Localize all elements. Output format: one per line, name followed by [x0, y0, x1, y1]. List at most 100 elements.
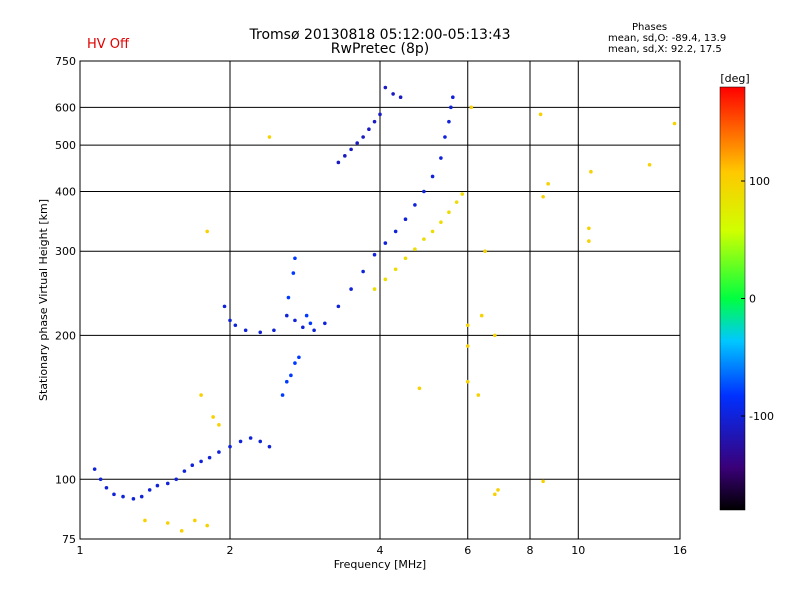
x-axis: 1 2 4 6 8 10 16	[77, 544, 688, 557]
echo-point	[454, 200, 459, 204]
echo-point	[479, 313, 484, 318]
echo-point	[383, 277, 388, 282]
series-x-mode-trace	[372, 192, 465, 291]
echo-point	[217, 423, 221, 427]
echo-point	[336, 160, 341, 165]
echo-point	[293, 318, 297, 323]
echo-point	[248, 436, 253, 440]
echo-point	[336, 304, 341, 309]
echo-point	[233, 323, 238, 328]
series-o-mode-upper-f-trace	[222, 95, 455, 335]
echo-point	[417, 386, 422, 391]
series-o-mode-spread	[280, 256, 313, 397]
echo-point	[383, 85, 388, 90]
echo-point	[131, 497, 136, 501]
echo-point	[199, 393, 203, 397]
echo-point	[398, 95, 403, 99]
echo-point	[155, 483, 160, 488]
echo-point	[284, 379, 289, 384]
y-tick-label: 100	[55, 473, 76, 486]
colorbar-ticks: 100 0 -100	[741, 175, 774, 423]
colorbar-tick-label: 100	[749, 175, 770, 188]
echo-point	[211, 415, 215, 419]
echo-point	[92, 467, 97, 471]
echo-point	[430, 229, 435, 234]
chart-title: Tromsø 20130818 05:12:00-05:13:43	[249, 27, 511, 43]
echo-point	[291, 271, 296, 275]
series-o-mode-low-f-trace	[92, 436, 272, 501]
echo-point	[179, 529, 184, 533]
echo-point	[272, 328, 276, 333]
echo-point	[112, 492, 116, 497]
colorbar-tick-label: 0	[749, 293, 756, 306]
echo-point	[190, 463, 195, 468]
echo-point	[372, 252, 377, 257]
echo-point	[496, 488, 500, 492]
echo-point	[541, 479, 545, 484]
echo-point	[349, 147, 353, 152]
y-tick-label: 500	[55, 139, 76, 152]
echo-point	[267, 135, 272, 139]
echo-point	[267, 444, 272, 449]
echo-point	[286, 295, 291, 300]
echo-point	[174, 477, 179, 482]
echo-point	[199, 459, 203, 464]
series-o-mode-high-echoes	[336, 85, 403, 165]
echo-point	[589, 169, 593, 174]
echo-point	[439, 220, 443, 225]
echo-point	[228, 318, 232, 323]
echo-point	[465, 344, 470, 348]
echo-point	[139, 494, 144, 499]
echo-point	[355, 141, 359, 145]
echo-point	[361, 135, 365, 139]
echo-point	[367, 127, 371, 131]
x-axis-label: Frequency [MHz]	[334, 558, 426, 571]
echo-point	[304, 313, 309, 318]
echo-point	[647, 162, 652, 167]
x-tick-label: 10	[571, 544, 585, 557]
echo-point	[182, 469, 187, 473]
echo-point	[422, 237, 426, 241]
echo-point	[297, 355, 301, 360]
echo-point	[284, 313, 289, 318]
echo-point	[361, 269, 365, 274]
echo-point	[228, 444, 232, 449]
hv-status-label: HV Off	[87, 37, 129, 52]
echo-point	[193, 518, 197, 523]
y-axis-label: Stationary phase Virtual Height [km]	[37, 199, 50, 401]
echo-point	[289, 373, 293, 378]
plot-grid	[80, 61, 680, 539]
echo-point	[372, 287, 377, 291]
echo-point	[393, 229, 398, 234]
echo-point	[222, 304, 227, 309]
echo-point	[104, 485, 109, 490]
echo-point	[451, 95, 455, 99]
echo-point	[447, 210, 451, 215]
echo-point	[147, 488, 152, 492]
echo-point	[493, 333, 497, 338]
echo-point	[258, 330, 263, 335]
echo-point	[280, 393, 285, 397]
phases-o-mode-stats: mean, sd,O: -89.4, 13.9	[608, 33, 727, 44]
echo-point	[460, 192, 465, 196]
echo-point	[413, 247, 417, 251]
phases-x-mode-stats: mean, sd,X: 92.2, 17.5	[608, 44, 722, 55]
echo-point	[205, 229, 209, 234]
echo-point	[207, 455, 212, 460]
y-axis: 75 100 200 300 400 500 600 750	[55, 55, 76, 546]
echo-point	[205, 523, 209, 528]
echo-point	[238, 439, 243, 444]
x-tick-label: 16	[673, 544, 687, 557]
echo-point	[293, 361, 297, 365]
echo-point	[378, 112, 382, 117]
echo-point	[383, 241, 388, 245]
x-tick-label: 6	[464, 544, 471, 557]
echo-point	[465, 379, 470, 384]
echo-point	[293, 256, 297, 261]
echo-point	[243, 328, 248, 333]
echo-point	[312, 328, 316, 333]
y-tick-label: 750	[55, 55, 76, 68]
plot-frame	[79, 60, 681, 540]
